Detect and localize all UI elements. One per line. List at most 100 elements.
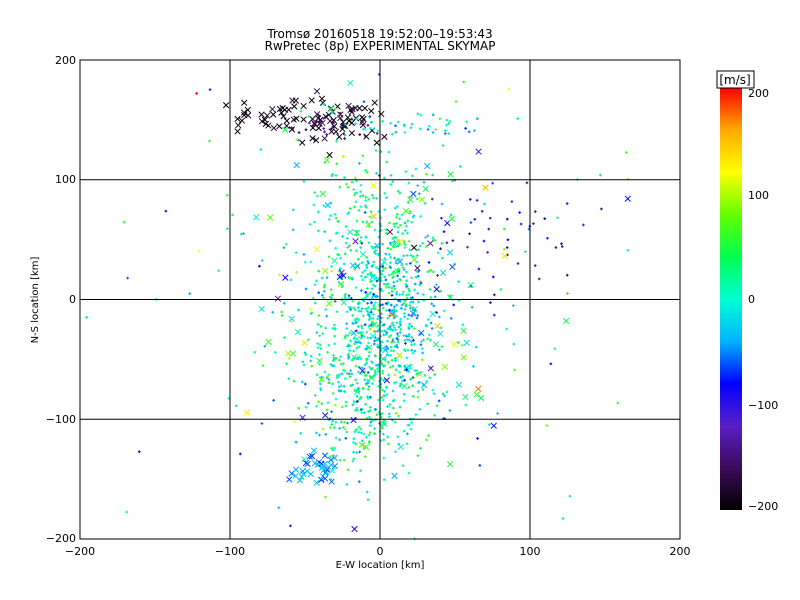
dot-marker (507, 87, 511, 91)
dot-marker (396, 226, 400, 229)
dot-marker (278, 273, 281, 277)
dot-marker (333, 213, 337, 216)
dot-marker (328, 455, 332, 459)
dot-marker (384, 285, 388, 289)
dot-marker (414, 413, 418, 416)
dot-marker (405, 270, 408, 274)
dot-marker (370, 265, 374, 268)
dot-marker (259, 148, 263, 151)
dot-marker (342, 155, 345, 158)
dot-marker (387, 285, 391, 289)
dot-marker (369, 310, 373, 314)
dot-marker (338, 426, 341, 430)
dot-marker (568, 494, 572, 498)
dot-marker (402, 392, 406, 396)
cross-marker (427, 365, 434, 372)
dot-marker (398, 365, 401, 368)
dot-marker (321, 332, 325, 335)
dot-marker (367, 241, 371, 244)
dot-marker (389, 241, 392, 245)
dot-marker (346, 421, 349, 425)
dot-marker (478, 464, 482, 467)
cross-marker (319, 463, 326, 470)
dot-marker (361, 278, 365, 282)
dot-marker (365, 256, 369, 259)
dot-marker (348, 207, 352, 210)
dot-marker (409, 306, 412, 310)
dot-marker (358, 397, 361, 401)
dot-marker (381, 369, 384, 373)
dot-marker (353, 193, 356, 197)
dot-marker (371, 367, 374, 370)
dot-marker (395, 321, 399, 324)
dot-marker (362, 432, 366, 436)
dot-marker (405, 356, 409, 360)
dot-marker (358, 450, 361, 454)
dot-marker (317, 291, 321, 294)
dot-marker (377, 314, 380, 318)
dot-marker (380, 329, 384, 333)
dot-marker (418, 127, 422, 131)
dot-marker (348, 244, 351, 248)
scatter-points (85, 73, 631, 541)
dot-marker (396, 345, 399, 349)
dot-marker (376, 343, 379, 347)
dot-marker (375, 197, 378, 200)
dot-marker (325, 314, 329, 318)
dot-marker (410, 348, 414, 352)
dot-marker (566, 292, 569, 295)
dot-marker (439, 289, 442, 293)
dot-marker (394, 130, 398, 134)
dot-marker (374, 266, 378, 269)
cross-marker (264, 112, 271, 119)
dot-marker (282, 246, 286, 249)
cross-marker (402, 207, 410, 215)
cross-marker (328, 128, 335, 135)
dot-marker (445, 118, 449, 122)
dot-marker (290, 320, 293, 323)
dot-marker (445, 390, 449, 394)
dot-marker (447, 132, 451, 135)
dot-marker (405, 442, 409, 446)
dot-marker (403, 315, 406, 319)
dot-marker (364, 169, 367, 172)
cross-marker (241, 99, 248, 106)
dot-marker (369, 280, 372, 283)
dot-marker (208, 139, 211, 143)
dot-marker (355, 400, 359, 403)
cross-marker (401, 383, 408, 390)
dot-marker (382, 333, 386, 337)
dot-marker (432, 392, 436, 395)
cross-marker (234, 128, 241, 135)
dot-marker (361, 194, 365, 197)
dot-marker (374, 301, 377, 304)
dot-marker (355, 317, 358, 321)
dot-marker (398, 370, 401, 374)
dot-marker (317, 400, 320, 403)
dot-marker (381, 269, 385, 273)
dot-marker (327, 378, 331, 381)
dot-marker (349, 339, 352, 343)
dot-marker (396, 332, 399, 336)
dot-marker (381, 242, 384, 246)
dot-marker (505, 217, 509, 221)
dot-marker (355, 229, 359, 233)
dot-marker (320, 294, 324, 297)
dot-marker (329, 201, 333, 205)
dot-marker (384, 278, 388, 282)
dot-marker (393, 345, 397, 348)
colorbar-tick-label: 200 (748, 87, 769, 100)
dot-marker (411, 215, 415, 219)
dot-marker (331, 382, 334, 386)
cross-marker (420, 381, 428, 389)
dot-marker (439, 247, 442, 251)
cross-marker (258, 118, 266, 125)
cross-marker (410, 244, 418, 251)
dot-marker (346, 468, 350, 472)
dot-marker (512, 304, 515, 307)
dot-marker (434, 128, 437, 131)
dot-marker (435, 283, 438, 287)
cross-marker (358, 441, 366, 448)
dot-marker (361, 439, 364, 443)
dot-marker (410, 336, 414, 339)
